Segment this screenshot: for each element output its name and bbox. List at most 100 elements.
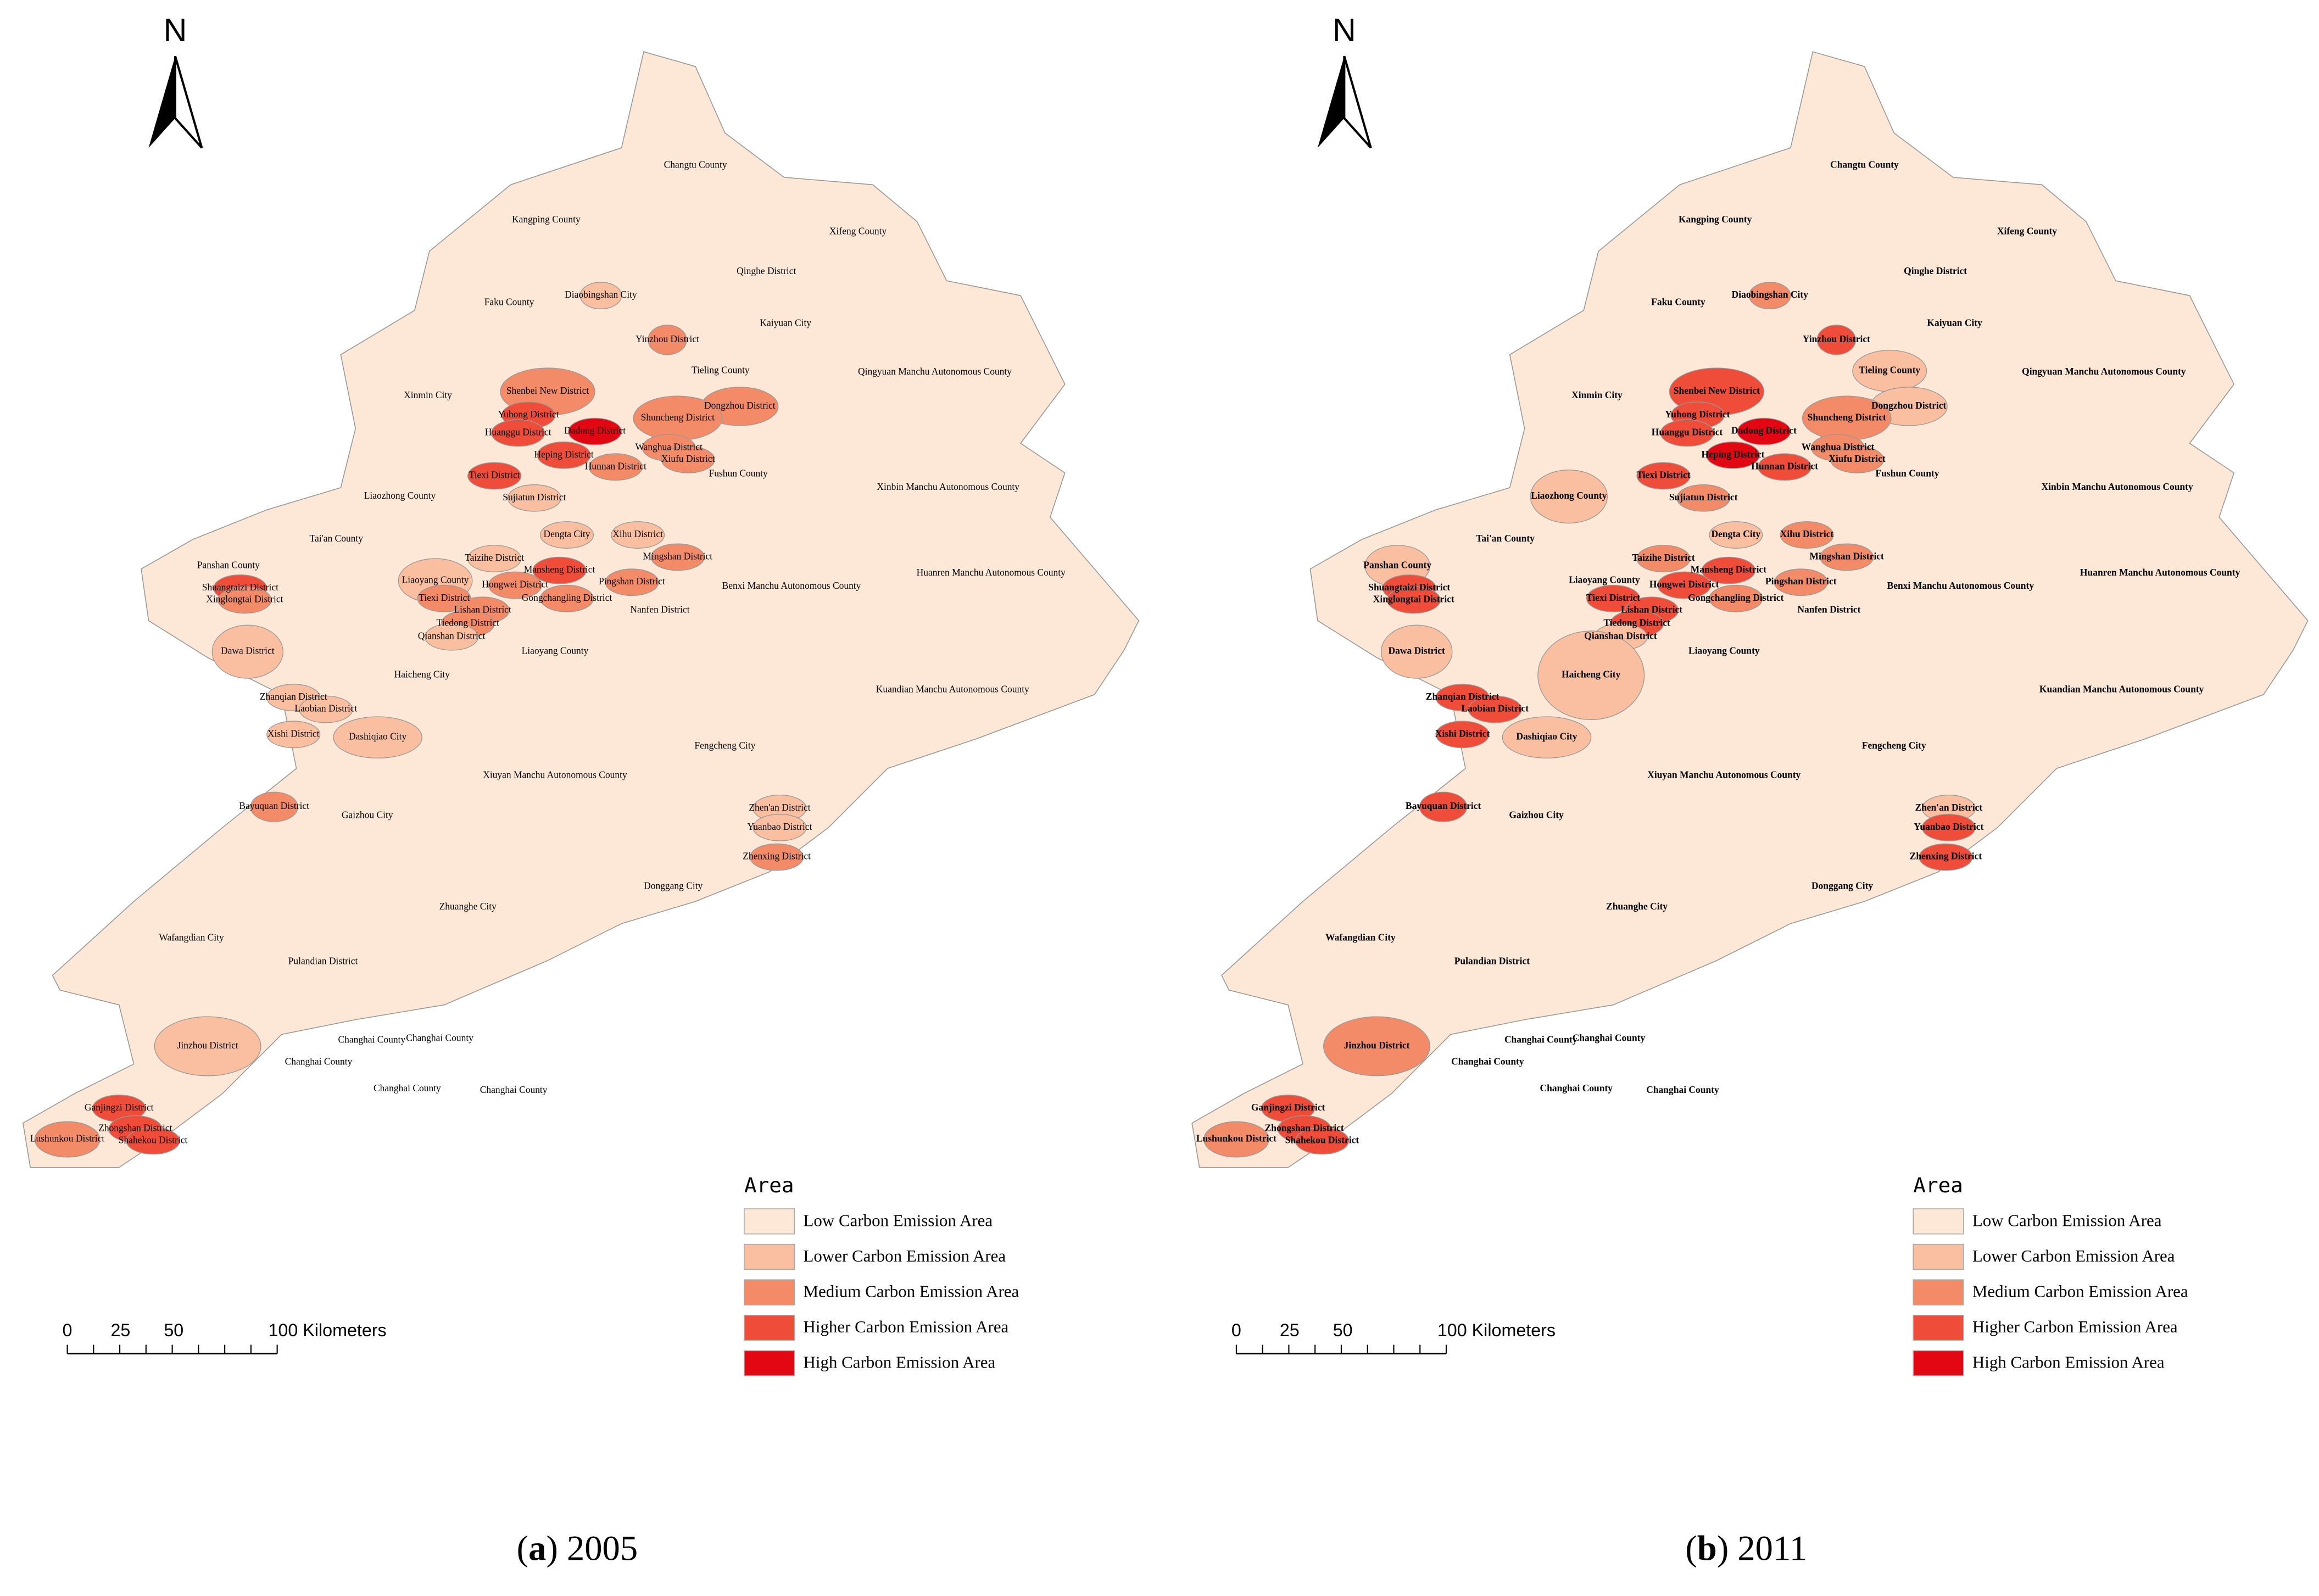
legend-swatch	[1913, 1208, 1964, 1235]
place-label: Bayuquan District	[1406, 800, 1481, 811]
place-label: Tieling County	[1859, 364, 1920, 375]
scale-label: 100 Kilometers	[1437, 1320, 1556, 1340]
place-label: Zhongshan District	[98, 1123, 172, 1134]
district-area	[1780, 521, 1834, 549]
place-label: Taizihe District	[1632, 552, 1695, 563]
place-label: Shenbei New District	[506, 385, 589, 396]
place-label: Haicheng City	[394, 669, 450, 680]
district-area	[1295, 1127, 1350, 1155]
place-label: Liaoyang County	[522, 645, 589, 656]
place-label: Gaizhou City	[342, 809, 393, 820]
place-label: Shuncheng District	[641, 411, 715, 422]
legend-label: Lower Carbon Emission Area	[804, 1246, 1006, 1265]
legend-swatch	[744, 1350, 795, 1376]
district-area	[467, 462, 522, 490]
legend-swatch	[1913, 1279, 1964, 1305]
place-label: Fengcheng City	[694, 740, 755, 751]
map-panel: Changtu County Kangping County Xifeng Coun…	[1191, 12, 2309, 1567]
district-area	[488, 571, 542, 599]
place-label: Changhai County	[285, 1056, 353, 1067]
place-label: Huanggu District	[485, 426, 551, 437]
legend-label: Medium Carbon Emission Area	[804, 1281, 1019, 1301]
place-label: Fushun County	[1875, 468, 1939, 479]
place-label: Dongzhou District	[1871, 400, 1947, 411]
district-area	[650, 543, 705, 571]
place-label: Changhai County	[1451, 1056, 1524, 1067]
place-label: Laobian District	[294, 703, 357, 714]
district-area	[425, 623, 479, 651]
place-label: Kaiyuan City	[1927, 317, 1982, 328]
district-area	[1502, 716, 1592, 759]
place-label: Qingyuan Manchu Autonomous County	[858, 366, 1012, 377]
place-label: Faku County	[1651, 297, 1705, 308]
place-label: Liaoyang County	[402, 574, 469, 585]
district-area	[1758, 453, 1812, 481]
north-label: N	[164, 12, 187, 48]
place-label: Faku County	[484, 297, 534, 308]
legend-swatch	[744, 1243, 795, 1270]
place-label: Xihu District	[612, 528, 663, 539]
scale-label: 0	[63, 1320, 73, 1340]
place-label: Yuanbao District	[1914, 821, 1983, 832]
place-label: Qinghe District	[1904, 265, 1967, 276]
place-label: Shahekou District	[119, 1134, 188, 1145]
place-label: Changhai County	[374, 1082, 441, 1093]
place-label: Ganjingzi District	[1251, 1102, 1325, 1113]
place-label: Diaobingshan City	[1732, 289, 1809, 300]
place-label: Pulandian District	[288, 956, 358, 967]
place-label: Changhai County	[1646, 1084, 1719, 1095]
place-label: Mingshan District	[1809, 550, 1884, 561]
place-label: Changhai County	[480, 1084, 548, 1095]
place-label: Kaiyuan City	[760, 317, 811, 328]
place-label: Tiexi District	[1636, 469, 1690, 480]
place-label: Qinghe District	[737, 265, 796, 276]
place-label: Liaoyang County	[1569, 574, 1640, 585]
district-area	[611, 521, 665, 549]
place-label: Zhuanghe City	[439, 901, 497, 912]
place-label: Kuandian Manchu Autonomous County	[2039, 684, 2204, 695]
place-label: Ganjingzi District	[85, 1102, 154, 1113]
place-label: Zhuanghe City	[1606, 901, 1668, 912]
legend-label: High Carbon Emission Area	[804, 1353, 996, 1372]
legend-label: Higher Carbon Emission Area	[804, 1317, 1009, 1336]
place-label: Xifeng County	[829, 225, 887, 236]
place-label: Yinzhou District	[1803, 333, 1870, 344]
district-area	[1709, 521, 1763, 549]
place-label: Changhai County	[1573, 1033, 1646, 1043]
legend-title: Area	[744, 1173, 794, 1197]
district-area	[1701, 556, 1756, 584]
place-label: Tiexi District	[419, 592, 470, 603]
district-area	[1435, 721, 1490, 749]
place-label: Yuhong District	[498, 409, 559, 420]
place-label: Heping District	[1702, 449, 1765, 460]
district-area	[568, 417, 622, 445]
district-area	[661, 445, 715, 473]
place-label: Dengta City	[1712, 528, 1761, 539]
place-label: Xinmin City	[1571, 389, 1623, 400]
district-area	[1921, 813, 1976, 841]
scale-label: 0	[1231, 1320, 1241, 1340]
place-label: Dongzhou District	[704, 400, 776, 411]
district-area	[34, 1121, 101, 1158]
place-label: Shahekou District	[1285, 1134, 1359, 1145]
district-area	[588, 453, 643, 481]
place-label: Panshan County	[197, 560, 260, 571]
place-label: Kangping County	[1679, 214, 1752, 225]
place-label: Shuncheng District	[1808, 411, 1886, 422]
district-area	[1737, 417, 1791, 445]
place-label: Diaobingshan City	[565, 289, 637, 300]
district-area	[537, 441, 591, 469]
legend-label: Low Carbon Emission Area	[1972, 1210, 2162, 1230]
place-label: Hongwei District	[1649, 579, 1719, 590]
place-label: Xinbin Manchu Autonomous County	[877, 481, 1019, 492]
caption-part: (	[517, 1528, 529, 1567]
place-label: Hunnan District	[585, 460, 646, 471]
district-area	[1748, 282, 1791, 310]
district-area	[211, 624, 284, 679]
place-label: Huanren Manchu Autonomous County	[2080, 567, 2240, 578]
district-area	[1419, 791, 1468, 822]
district-area	[491, 419, 545, 447]
district-area	[299, 695, 353, 723]
